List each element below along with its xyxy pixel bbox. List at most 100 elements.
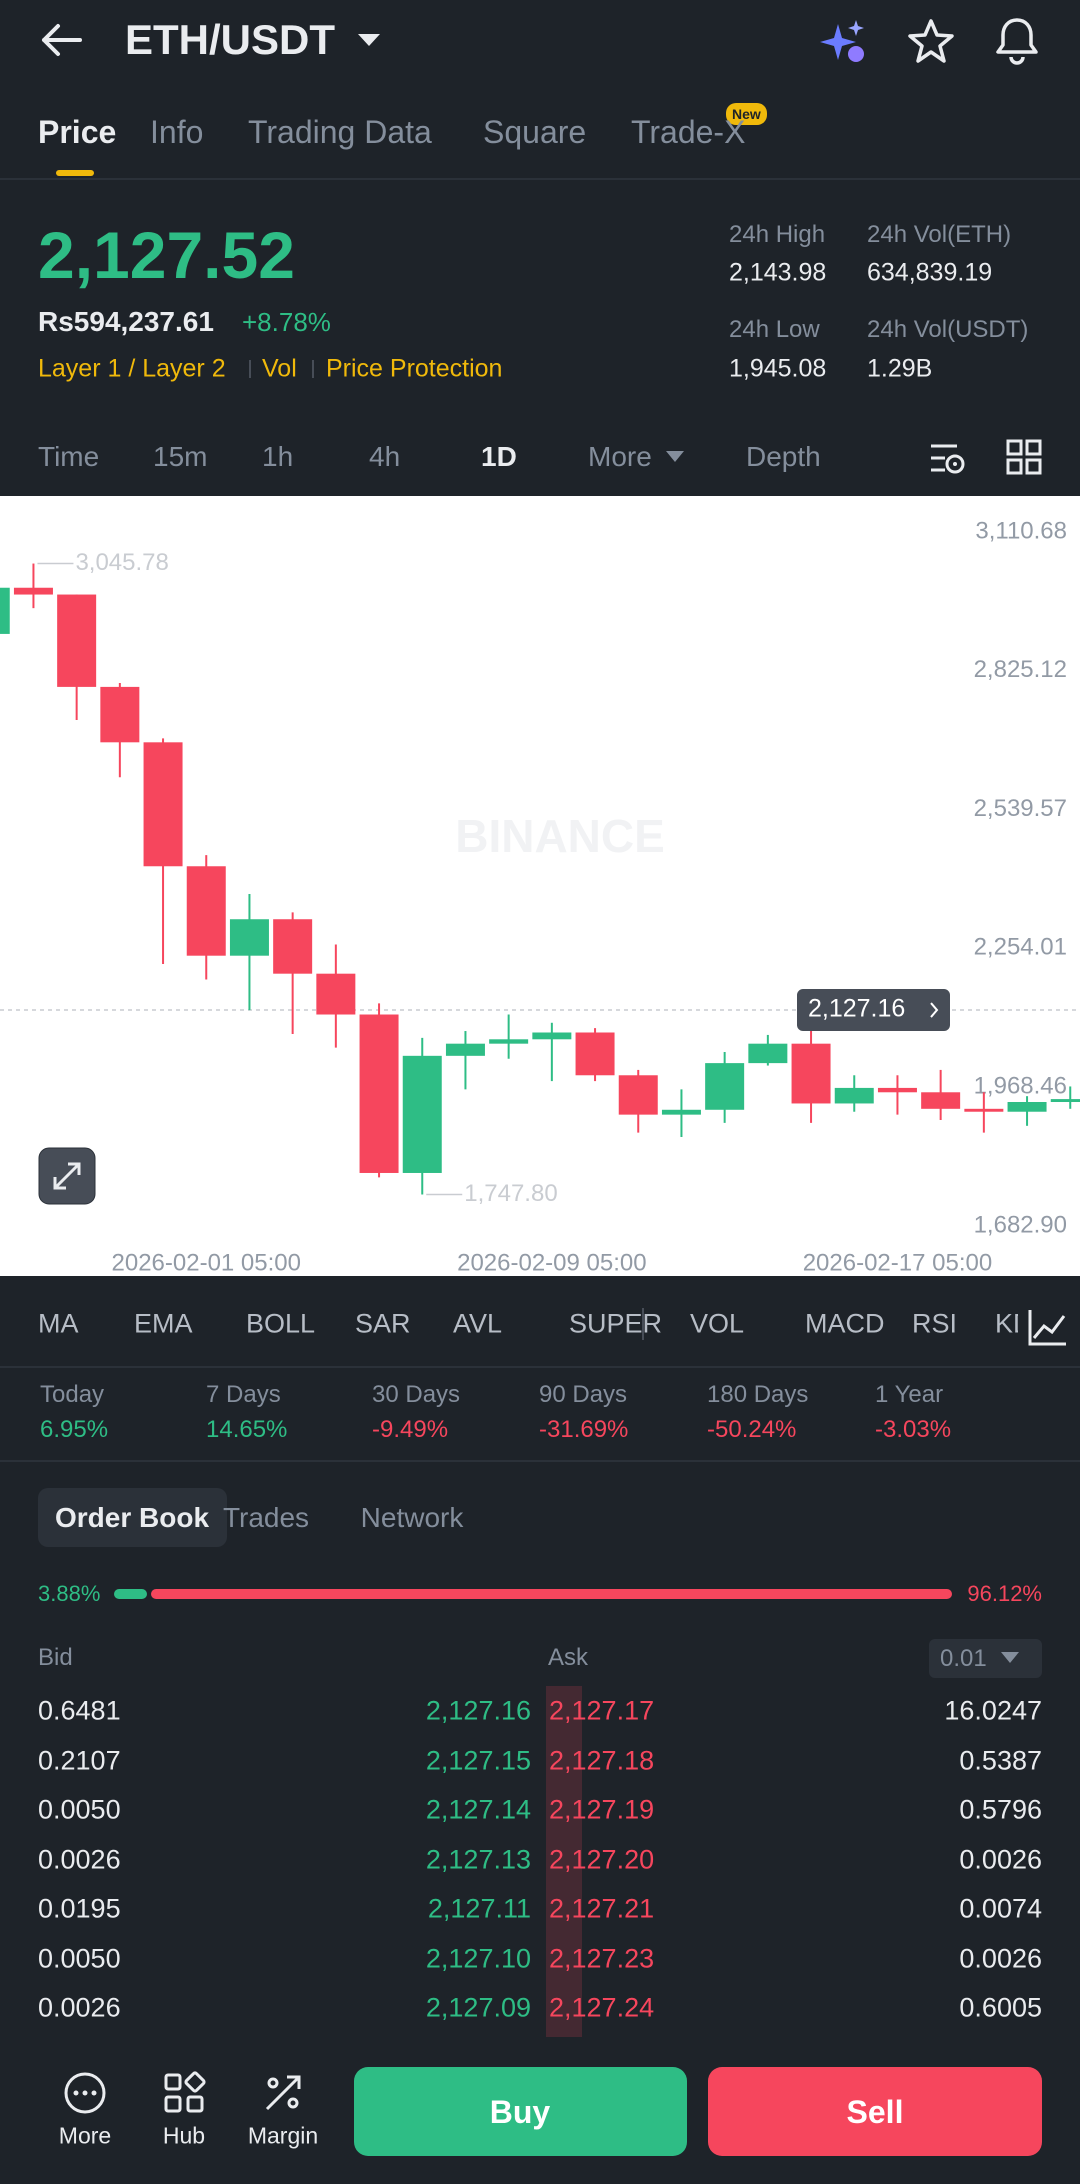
candle-body <box>877 1087 917 1093</box>
y-tick-label: 1,968.46 <box>974 1073 1067 1100</box>
margin-icon[interactable] <box>261 2071 305 2115</box>
ask-price[interactable]: 2,127.23 <box>549 1943 655 1973</box>
timeframe[interactable]: Time <box>38 441 100 472</box>
more-icon[interactable] <box>63 2071 107 2115</box>
hub-icon[interactable] <box>162 2071 206 2115</box>
tab[interactable]: Info <box>150 114 204 150</box>
candle-body <box>834 1087 874 1104</box>
bid-price[interactable]: 2,127.14 <box>425 1794 531 1825</box>
layout-icon[interactable] <box>1005 438 1045 478</box>
precision-select[interactable] <box>929 1639 1042 1678</box>
indicator[interactable]: RSI <box>912 1308 958 1339</box>
timeframe[interactable]: More <box>588 441 652 472</box>
book-tab[interactable]: Order Book <box>54 1502 210 1533</box>
pair-title[interactable]: ETH/USDT <box>125 16 335 63</box>
price-change: +8.78% <box>242 307 331 337</box>
timeframe[interactable]: 15m <box>153 441 208 472</box>
period-label: 7 Days <box>206 1381 281 1408</box>
bid-ratio-bar <box>114 1589 147 1599</box>
extreme-label: 1,747.80 <box>464 1180 557 1207</box>
candle-body <box>705 1063 745 1110</box>
indicator-icon[interactable] <box>1018 1290 1080 1360</box>
ask-price[interactable]: 2,127.20 <box>549 1844 655 1874</box>
sell-label[interactable]: Sell <box>846 2094 904 2130</box>
period-label: 30 Days <box>372 1381 461 1408</box>
bid-price[interactable]: 2,127.11 <box>427 1893 531 1924</box>
sell-button[interactable] <box>708 2067 1042 2156</box>
indicator[interactable]: MA <box>38 1308 79 1339</box>
indicator[interactable]: AVL <box>453 1308 503 1339</box>
tag-chevron <box>930 1002 939 1018</box>
precision-caret[interactable] <box>1000 1651 1020 1665</box>
ai-icon[interactable] <box>820 18 868 66</box>
tag[interactable]: Vol <box>262 354 297 383</box>
favorite-icon[interactable] <box>908 18 954 64</box>
tag-separator <box>249 360 251 378</box>
candle-body <box>13 587 53 595</box>
bid-price[interactable]: 2,127.13 <box>425 1844 531 1874</box>
timeframe[interactable]: Depth <box>746 441 821 472</box>
fullscreen-button[interactable] <box>38 1147 96 1205</box>
stat-value: 634,839.19 <box>867 258 993 287</box>
tab[interactable]: Trading Data <box>248 114 432 150</box>
pair-caret[interactable] <box>356 32 382 48</box>
bid-price[interactable]: 2,127.09 <box>425 1992 531 2023</box>
ask-amount: 0.0026 <box>959 1943 1042 1973</box>
ask-price[interactable]: 2,127.17 <box>549 1695 655 1726</box>
timeframe[interactable]: 1D <box>481 441 517 472</box>
chart-settings-icon[interactable] <box>928 438 968 478</box>
timeframe[interactable]: 1h <box>262 441 294 472</box>
bid-price[interactable]: 2,127.16 <box>425 1695 531 1726</box>
indicator[interactable]: VOL <box>690 1308 745 1339</box>
indicator[interactable]: SAR <box>355 1308 411 1339</box>
indicator[interactable]: SUPER <box>569 1308 663 1339</box>
bid-price[interactable]: 2,127.15 <box>425 1745 531 1775</box>
candle-body <box>791 1043 831 1104</box>
candle-body <box>100 686 140 743</box>
nav-label[interactable]: Hub <box>162 2122 206 2149</box>
bid-amount: 0.0050 <box>38 1794 121 1825</box>
tab[interactable]: Square <box>483 114 587 150</box>
ask-price[interactable]: 2,127.21 <box>549 1893 655 1924</box>
ask-price[interactable]: 2,127.18 <box>549 1745 655 1775</box>
tab[interactable]: Trade-X <box>631 114 746 150</box>
ask-highlight <box>546 1686 582 2037</box>
nav-label[interactable]: Margin <box>247 2122 319 2149</box>
ask-amount: 0.5387 <box>959 1745 1042 1775</box>
bid-amount: 0.0026 <box>38 1992 121 2023</box>
nav-label[interactable]: More <box>58 2122 112 2149</box>
stat-value: 1.29B <box>867 354 933 383</box>
ask-amount: 0.6005 <box>959 1992 1042 2023</box>
tag-separator <box>312 360 314 378</box>
tag[interactable]: Price Protection <box>326 354 503 383</box>
tag[interactable]: Layer 1 / Layer 2 <box>38 354 226 383</box>
bid-amount: 0.0026 <box>38 1844 121 1874</box>
candle-body <box>316 973 356 1015</box>
ask-price[interactable]: 2,127.19 <box>549 1794 655 1825</box>
y-tick-label: 2,539.57 <box>974 795 1067 822</box>
candle-body <box>445 1043 485 1056</box>
buy-label[interactable]: Buy <box>489 2094 551 2130</box>
tab[interactable]: Price <box>38 114 117 150</box>
alert-icon[interactable] <box>994 16 1040 66</box>
indicator[interactable]: MACD <box>805 1308 885 1339</box>
bid-price[interactable]: 2,127.10 <box>425 1943 531 1973</box>
candle-body <box>186 866 226 956</box>
book-tab[interactable]: Trades <box>222 1502 310 1533</box>
book-tab[interactable]: Network <box>360 1502 464 1533</box>
candle-body <box>1050 1099 1080 1103</box>
timeframe[interactable]: 4h <box>369 441 401 472</box>
candle-body <box>489 1039 529 1044</box>
buy-button[interactable] <box>354 2067 687 2156</box>
indicator[interactable]: EMA <box>134 1308 193 1339</box>
indicator[interactable]: BOLL <box>246 1308 316 1339</box>
precision[interactable]: 0.01 <box>940 1645 987 1672</box>
period-change: 6.95% <box>40 1416 109 1443</box>
ask-price[interactable]: 2,127.24 <box>549 1992 655 2023</box>
back-button[interactable] <box>38 20 84 60</box>
period-change: -9.49% <box>372 1416 449 1443</box>
more-caret[interactable] <box>665 450 685 464</box>
indicator-settings[interactable] <box>1018 1290 1080 1360</box>
candle-body <box>273 919 313 974</box>
candle-body <box>402 1055 442 1173</box>
